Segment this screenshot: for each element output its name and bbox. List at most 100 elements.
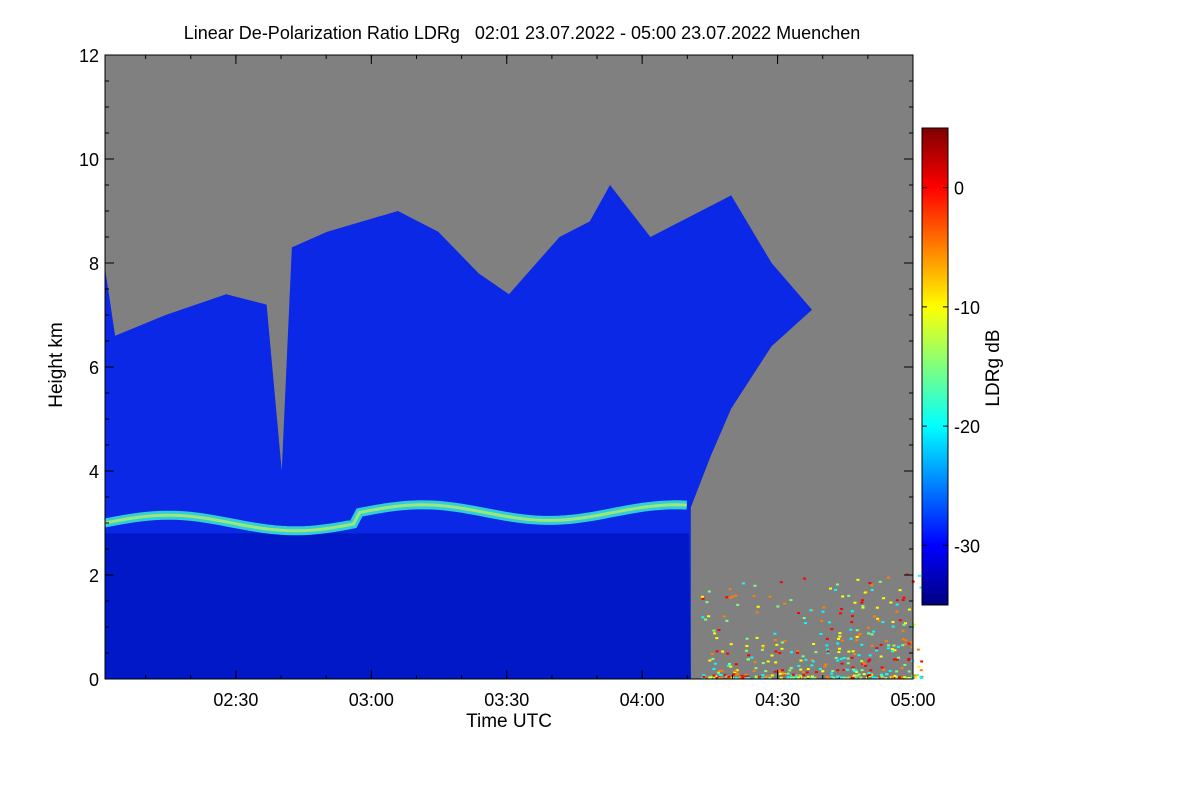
noise-pixel — [830, 628, 834, 631]
noise-pixel — [866, 626, 870, 629]
noise-pixel — [731, 595, 735, 598]
colorbar-tick-label: -10 — [954, 298, 980, 318]
noise-pixel — [903, 663, 907, 666]
noise-pixel — [846, 676, 850, 679]
noise-pixel — [872, 630, 876, 633]
noise-pixel — [802, 674, 806, 677]
noise-pixel — [852, 675, 856, 678]
noise-pixel — [718, 674, 722, 677]
noise-pixel — [773, 639, 777, 642]
noise-pixel — [853, 653, 857, 656]
y-tick-label: 10 — [79, 150, 99, 170]
noise-pixel — [756, 605, 760, 608]
noise-pixel — [907, 676, 911, 679]
noise-pixel — [830, 672, 834, 675]
noise-pixel — [789, 676, 793, 679]
noise-pixel — [855, 674, 859, 677]
noise-pixel — [900, 676, 904, 679]
noise-pixel — [717, 671, 721, 674]
noise-pixel — [910, 676, 914, 679]
x-tick-label: 03:00 — [349, 690, 394, 710]
noise-pixel — [819, 632, 823, 635]
noise-pixel — [734, 663, 738, 666]
noise-pixel — [740, 676, 744, 679]
noise-pixel — [740, 674, 744, 677]
noise-pixel — [728, 596, 732, 599]
noise-pixel — [726, 652, 730, 655]
noise-pixel — [729, 665, 733, 668]
noise-pixel — [882, 669, 886, 672]
noise-pixel — [850, 610, 854, 613]
noise-pixel — [778, 672, 782, 675]
noise-pixel — [793, 676, 797, 679]
noise-pixel — [700, 595, 704, 598]
noise-pixel — [912, 623, 916, 626]
noise-pixel — [837, 637, 841, 640]
noise-pixel — [810, 658, 814, 661]
noise-pixel — [895, 599, 899, 602]
noise-pixel — [805, 671, 809, 674]
noise-pixel — [914, 676, 918, 679]
noise-pixel — [713, 632, 717, 635]
noise-pixel — [895, 603, 899, 606]
noise-pixel — [890, 650, 894, 653]
noise-pixel — [803, 577, 807, 580]
noise-pixel — [775, 643, 779, 646]
noise-pixel — [752, 670, 756, 673]
noise-pixel — [868, 654, 872, 657]
noise-pixel — [828, 587, 832, 590]
noise-pixel — [836, 659, 840, 662]
noise-pixel — [919, 669, 923, 672]
noise-pixel — [725, 675, 729, 678]
noise-pixel — [701, 616, 705, 619]
noise-pixel — [752, 594, 756, 597]
noise-pixel — [891, 676, 895, 679]
noise-pixel — [727, 676, 731, 679]
noise-pixel — [797, 612, 801, 615]
y-tick-label: 8 — [89, 254, 99, 274]
noise-pixel — [776, 605, 780, 608]
noise-pixel — [907, 670, 911, 673]
noise-pixel — [846, 657, 850, 660]
noise-pixel — [741, 582, 745, 585]
noise-pixel — [803, 677, 807, 679]
noise-pixel — [901, 638, 905, 641]
noise-pixel — [753, 661, 757, 664]
y-tick-label: 6 — [89, 358, 99, 378]
noise-pixel — [791, 673, 795, 676]
noise-pixel — [766, 675, 770, 678]
noise-pixel — [746, 676, 750, 679]
noise-pixel — [898, 619, 902, 622]
noise-pixel — [779, 581, 783, 584]
noise-pixel — [823, 665, 827, 668]
noise-pixel — [761, 662, 765, 665]
noise-pixel — [917, 574, 921, 577]
noise-pixel — [838, 635, 842, 638]
noise-pixel — [825, 648, 829, 651]
noise-pixel — [875, 676, 879, 679]
noise-pixel — [860, 601, 864, 604]
noise-pixel — [717, 628, 721, 631]
noise-pixel — [842, 668, 846, 671]
noise-pixel — [773, 632, 777, 635]
noise-pixel — [868, 581, 872, 584]
noise-pixel — [859, 676, 863, 679]
noise-pixel — [809, 609, 813, 612]
noise-pixel — [764, 670, 768, 673]
noise-pixel — [777, 669, 781, 672]
noise-pixel — [838, 612, 842, 615]
noise-pixel — [872, 615, 876, 618]
noise-pixel — [909, 641, 913, 644]
noise-pixel — [745, 637, 749, 640]
noise-pixel — [701, 597, 705, 600]
noise-pixel — [780, 647, 784, 650]
noise-pixel — [708, 659, 712, 662]
noise-pixel — [851, 666, 855, 669]
noise-pixel — [851, 615, 855, 618]
noise-pixel — [846, 662, 850, 665]
noise-pixel — [712, 667, 716, 670]
noise-pixel — [877, 619, 881, 622]
noise-pixel — [761, 674, 765, 677]
noise-pixel — [708, 676, 712, 679]
noise-pixel — [890, 648, 894, 651]
